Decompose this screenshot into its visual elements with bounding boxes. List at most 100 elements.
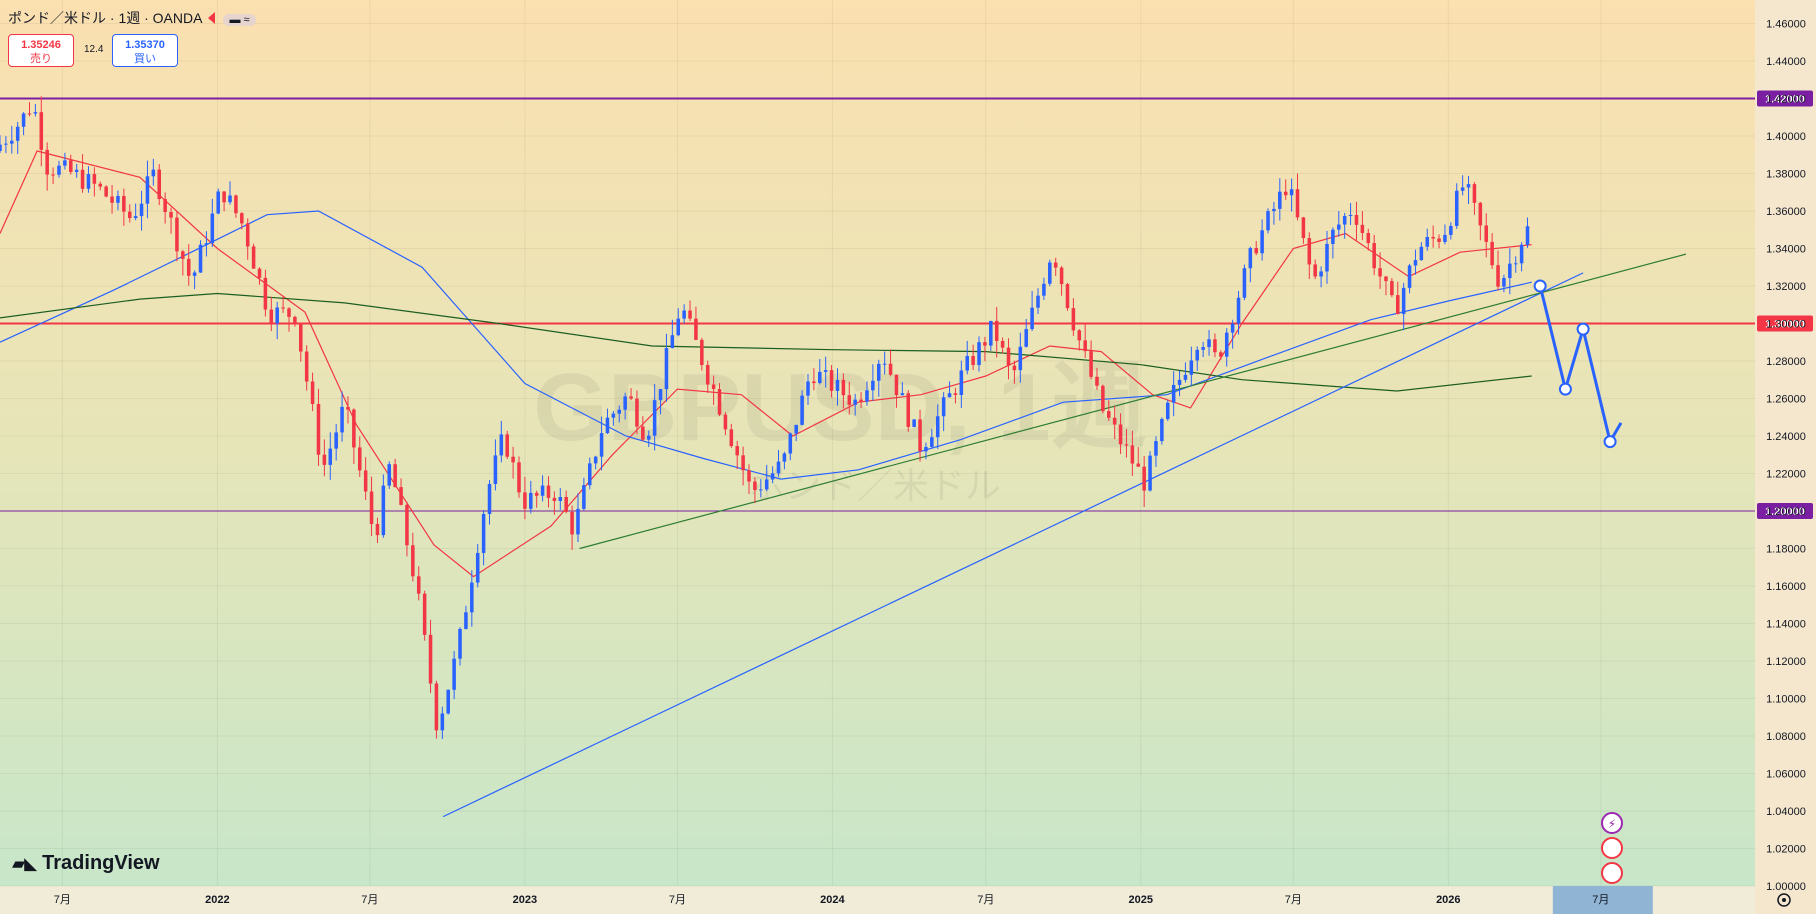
candle-body [1042,283,1046,296]
candle-body [110,196,114,203]
candle-body [1449,225,1453,235]
candle-body [481,513,486,553]
price-tick-label: 1.04000 [1766,806,1806,818]
symbol-header[interactable]: ポンド／米ドル · 1週 · OANDA ▬ ≈ [8,8,256,28]
candle-body [859,399,863,402]
candle-body [582,485,586,509]
candle-body [688,310,692,319]
price-tick-label: 1.40000 [1766,131,1806,143]
candle-body [753,481,757,490]
candle-body [1213,339,1217,353]
sell-button[interactable]: 1.35246 売り [8,34,74,67]
candle-body [310,381,315,405]
candle-body [529,492,533,509]
candle-body [281,307,285,309]
watermark-line2: ポンド／米ドル [749,465,1001,506]
candle-body [1478,202,1483,226]
candle-body [1242,268,1247,298]
candle-body [546,485,551,498]
indicator-toggle-icon[interactable]: ▬ ≈ [223,14,256,26]
candle-body [764,479,769,490]
buy-button[interactable]: 1.35370 買い [112,34,178,67]
price-tick-label: 1.38000 [1766,169,1806,181]
lightning-icon[interactable] [1601,812,1623,834]
time-tick-label: 7月 [54,894,71,906]
candle-body [1124,444,1129,446]
moving-average-line [0,150,1532,578]
time-tick-label: 7月 [361,894,378,906]
price-tick-label: 1.14000 [1766,619,1806,631]
candle-body [847,395,852,405]
candle-body [611,413,616,418]
candle-body [499,434,504,456]
spread-value: 12.4 [84,44,104,55]
candle-body [605,417,610,434]
candle-body [505,434,509,457]
candle-body [487,483,492,514]
candle-body [304,351,309,382]
candle-body [204,243,209,245]
candle-body [994,320,999,341]
candle-body [92,174,97,184]
candle-body [222,191,226,203]
candle-body [234,195,238,214]
candle-body [1077,330,1082,341]
candle-body [1490,241,1494,266]
candle-body [228,195,232,203]
brand-text: TradingView [42,852,160,874]
time-tick-label: 7月 [1285,894,1302,906]
candle-body [1195,349,1200,361]
price-tick-label: 1.18000 [1766,544,1806,556]
candle-body [1366,232,1371,244]
price-tick-label: 1.12000 [1766,656,1806,668]
candle-body [1283,191,1288,196]
sell-label: 売り [30,53,52,65]
candle-body [1496,265,1500,287]
candle-body [416,576,421,594]
candle-body [965,356,969,371]
plot-background [0,0,1755,886]
settings-icon[interactable] [1777,893,1791,907]
candle-body [346,406,350,410]
price-tick-label: 1.00000 [1766,881,1806,893]
us-flag-icon[interactable] [1601,837,1623,859]
moving-average-line [0,292,1532,392]
candle-body [74,169,79,172]
candle-body [682,310,686,319]
price-tick-label: 1.30000 [1766,319,1806,331]
candle-body [564,497,568,512]
candle-body [1201,347,1205,350]
candle-body [1095,376,1099,386]
candle-body [570,511,574,535]
trendline [442,272,1584,818]
candle-body [352,409,356,448]
candle-body [806,381,810,396]
candle-body [322,454,327,465]
candle-body [959,370,964,395]
candle-body [139,203,144,217]
candle-body [1437,238,1441,242]
price-tick-label: 1.22000 [1766,469,1806,481]
time-axis-background [0,886,1755,914]
uk-flag-icon[interactable] [1601,862,1623,884]
event-icons[interactable]: ⚡ [1601,812,1623,884]
price-tick-label: 1.26000 [1766,394,1806,406]
candle-body [1189,360,1194,375]
candle-body [664,348,669,390]
candle-body [1171,384,1176,403]
candle-body [1295,189,1300,218]
candle-body [1219,352,1223,357]
tradingview-logo[interactable]: ▰◣ TradingView [12,852,160,875]
candle-body [0,144,2,151]
candle-body [729,429,734,447]
candle-body [1431,236,1435,239]
candle-body [1024,329,1028,347]
candle-body [1136,463,1141,467]
candle-body [517,462,521,493]
price-tick-label: 1.20000 [1766,506,1806,518]
candle-body [1390,281,1394,296]
candle-body [717,389,722,415]
candle-body [1254,248,1258,254]
candle-body [983,342,987,346]
